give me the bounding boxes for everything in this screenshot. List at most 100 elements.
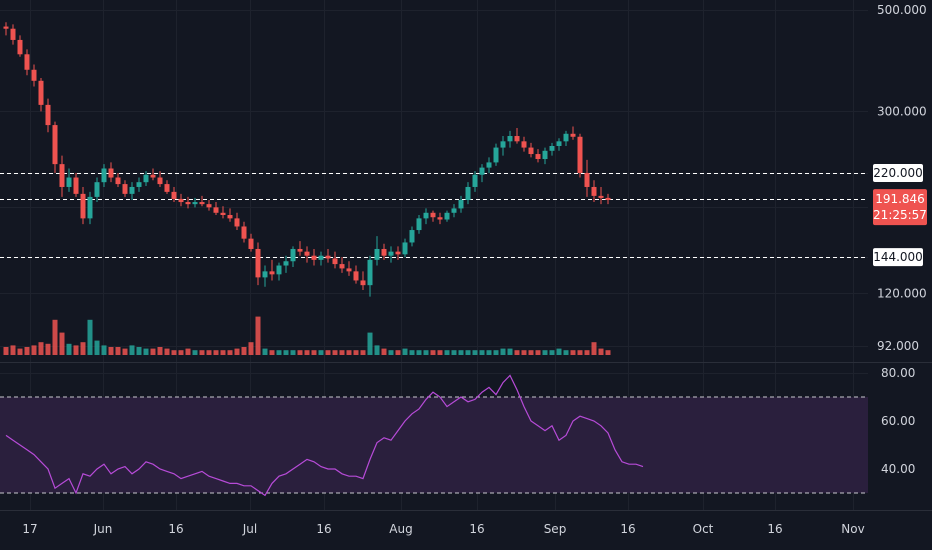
- candlestick[interactable]: [388, 246, 394, 263]
- candle-body[interactable]: [556, 141, 562, 146]
- candle-body[interactable]: [59, 164, 65, 187]
- candlestick[interactable]: [164, 180, 170, 194]
- candle-body[interactable]: [458, 199, 464, 209]
- candlestick[interactable]: [38, 77, 44, 112]
- candle-body[interactable]: [122, 184, 128, 194]
- candle-body[interactable]: [577, 136, 583, 173]
- candlestick[interactable]: [262, 265, 268, 287]
- candlestick[interactable]: [570, 126, 576, 140]
- candlestick[interactable]: [185, 196, 191, 209]
- candlestick[interactable]: [493, 143, 499, 166]
- candlestick[interactable]: [409, 226, 415, 247]
- candle-body[interactable]: [500, 141, 506, 148]
- candle-body[interactable]: [192, 202, 198, 205]
- price-level-tag[interactable]: 144.000: [873, 248, 923, 267]
- candle-body[interactable]: [549, 145, 555, 151]
- candle-body[interactable]: [465, 186, 471, 200]
- candlestick[interactable]: [199, 195, 205, 207]
- candlestick[interactable]: [472, 171, 478, 192]
- candlestick[interactable]: [577, 133, 583, 178]
- candlestick[interactable]: [143, 171, 149, 187]
- candlestick[interactable]: [108, 162, 114, 183]
- candle-body[interactable]: [297, 248, 303, 252]
- candle-body[interactable]: [164, 184, 170, 192]
- candlestick[interactable]: [283, 255, 289, 273]
- candle-body[interactable]: [227, 215, 233, 219]
- candlestick[interactable]: [325, 248, 331, 263]
- candlestick[interactable]: [395, 246, 401, 260]
- candlestick[interactable]: [563, 130, 569, 146]
- candlestick[interactable]: [213, 202, 219, 216]
- candlesticks[interactable]: [3, 22, 611, 297]
- candle-body[interactable]: [486, 162, 492, 168]
- candle-body[interactable]: [94, 182, 100, 197]
- candle-body[interactable]: [367, 259, 373, 286]
- candle-body[interactable]: [535, 154, 541, 160]
- candlestick[interactable]: [360, 271, 366, 290]
- candlestick[interactable]: [52, 121, 58, 173]
- candlestick[interactable]: [479, 164, 485, 183]
- candle-body[interactable]: [388, 251, 394, 256]
- candlestick[interactable]: [31, 64, 37, 87]
- candle-body[interactable]: [514, 136, 520, 142]
- candlestick[interactable]: [241, 221, 247, 243]
- candle-body[interactable]: [423, 212, 429, 219]
- candle-body[interactable]: [605, 197, 611, 200]
- candlestick[interactable]: [332, 251, 338, 269]
- candle-body[interactable]: [10, 28, 16, 40]
- candlestick[interactable]: [437, 212, 443, 225]
- candlestick[interactable]: [381, 243, 387, 260]
- candlestick[interactable]: [514, 127, 520, 144]
- candle-body[interactable]: [584, 172, 590, 187]
- candle-body[interactable]: [248, 238, 254, 249]
- candle-body[interactable]: [52, 125, 58, 165]
- candlestick[interactable]: [311, 248, 317, 266]
- candle-body[interactable]: [87, 196, 93, 219]
- candle-body[interactable]: [38, 80, 44, 105]
- candlestick[interactable]: [549, 142, 555, 156]
- candle-body[interactable]: [262, 271, 268, 278]
- candlestick[interactable]: [374, 236, 380, 266]
- candle-body[interactable]: [416, 218, 422, 231]
- candlestick[interactable]: [220, 206, 226, 219]
- candlestick[interactable]: [248, 233, 254, 252]
- candlestick[interactable]: [367, 255, 373, 297]
- candlestick[interactable]: [535, 149, 541, 163]
- candle-body[interactable]: [255, 248, 261, 278]
- candlestick[interactable]: [136, 177, 142, 192]
- candle-body[interactable]: [570, 133, 576, 137]
- candle-body[interactable]: [290, 248, 296, 262]
- candle-body[interactable]: [591, 186, 597, 196]
- candlestick[interactable]: [458, 195, 464, 213]
- candlestick[interactable]: [87, 191, 93, 225]
- candle-body[interactable]: [101, 168, 107, 183]
- candle-body[interactable]: [479, 167, 485, 175]
- candle-body[interactable]: [171, 191, 177, 199]
- candlestick[interactable]: [339, 257, 345, 273]
- candlestick[interactable]: [556, 138, 562, 151]
- candle-body[interactable]: [304, 251, 310, 256]
- candle-body[interactable]: [143, 174, 149, 183]
- candle-body[interactable]: [213, 207, 219, 213]
- candle-body[interactable]: [241, 226, 247, 239]
- candlestick[interactable]: [24, 49, 30, 76]
- candlestick[interactable]: [605, 193, 611, 205]
- candlestick[interactable]: [115, 172, 121, 187]
- candle-body[interactable]: [129, 186, 135, 194]
- candle-body[interactable]: [199, 202, 205, 205]
- candle-body[interactable]: [346, 268, 352, 272]
- candle-body[interactable]: [472, 174, 478, 187]
- candlestick[interactable]: [304, 246, 310, 263]
- candle-body[interactable]: [31, 69, 37, 81]
- candle-body[interactable]: [318, 255, 324, 260]
- candlestick[interactable]: [486, 157, 492, 173]
- candle-body[interactable]: [283, 261, 289, 266]
- candle-body[interactable]: [178, 198, 184, 203]
- candle-body[interactable]: [444, 212, 450, 220]
- candlestick[interactable]: [3, 22, 9, 36]
- candle-body[interactable]: [108, 168, 114, 178]
- candle-body[interactable]: [269, 271, 275, 275]
- candle-body[interactable]: [437, 217, 443, 220]
- candle-body[interactable]: [150, 174, 156, 178]
- candlestick[interactable]: [584, 159, 590, 197]
